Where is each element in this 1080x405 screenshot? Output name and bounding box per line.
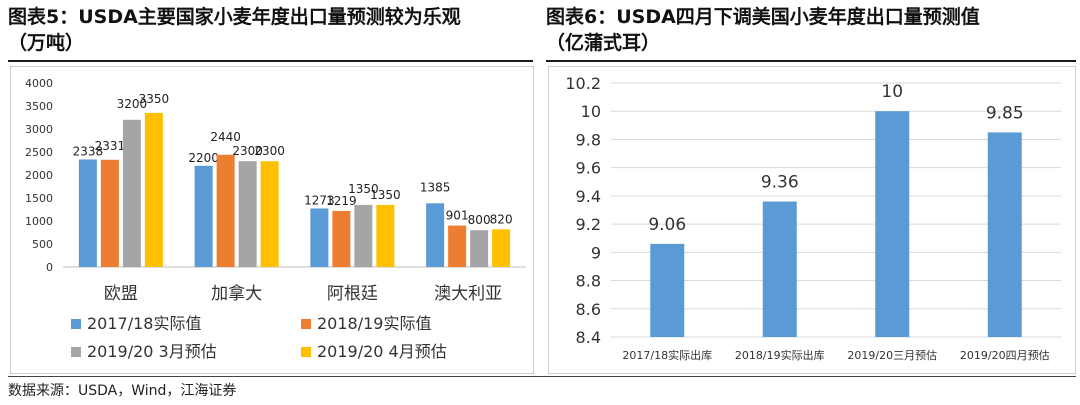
bar bbox=[260, 161, 279, 267]
right-chart-svg: 8.4 8.6 8.8 9 9.2 9.4 9.6 9.8 10 10.2 9.06 2017/18实… bbox=[565, 74, 1061, 362]
bar bbox=[310, 208, 329, 267]
y-tick-label: 10.2 bbox=[565, 74, 601, 93]
bar bbox=[194, 165, 213, 267]
right-chart-frame: 8.4 8.6 8.8 9 9.2 9.4 9.6 9.8 10 10.2 9.06 2017/18实… bbox=[548, 66, 1076, 374]
data-label: 1350 bbox=[370, 188, 401, 202]
y-tick-label: 9.2 bbox=[576, 215, 601, 234]
data-label: 1350 bbox=[348, 182, 379, 196]
legend-entry: 2017/18实际值 bbox=[87, 314, 201, 333]
category-label: 2019/20三月预估 bbox=[847, 349, 937, 362]
category-label: 2019/20四月预估 bbox=[960, 349, 1050, 362]
data-label: 901 bbox=[446, 209, 469, 223]
category-label: 阿根廷 bbox=[327, 284, 378, 304]
y-tick-label: 9.8 bbox=[576, 130, 601, 149]
right-chart-title-line1: 图表6：USDA四月下调美国小麦年度出口量预测值 bbox=[546, 6, 980, 28]
category-label: 澳大利亚 bbox=[434, 284, 502, 304]
left-title-rule bbox=[8, 60, 533, 62]
y-tick-label: 9.6 bbox=[576, 159, 601, 178]
legend-swatch bbox=[301, 319, 311, 329]
data-label: 9.85 bbox=[986, 103, 1024, 123]
data-label: 1219 bbox=[326, 194, 357, 208]
legend-swatch bbox=[71, 347, 81, 357]
bar bbox=[650, 243, 685, 337]
bar bbox=[762, 201, 797, 337]
y-tick-label: 500 bbox=[32, 238, 53, 251]
y-tick-label: 8.4 bbox=[576, 328, 601, 347]
y-tick-label: 1000 bbox=[25, 215, 53, 228]
bar bbox=[144, 112, 163, 268]
left-chart-frame: 0 500 1000 1500 2000 2500 3000 3500 4000 2338 2331… bbox=[10, 66, 534, 374]
bar bbox=[470, 230, 489, 267]
data-label: 9.06 bbox=[648, 215, 686, 235]
data-label: 3200 bbox=[117, 97, 148, 111]
data-label: 3350 bbox=[139, 92, 170, 106]
category-label: 2018/19实际出库 bbox=[735, 348, 825, 362]
category-label: 加拿大 bbox=[211, 283, 262, 304]
y-tick-label: 2500 bbox=[25, 146, 53, 159]
left-chart-title-line1: 图表5：USDA主要国家小麦年度出口量预测较为乐观 bbox=[8, 6, 461, 28]
y-tick-label: 10 bbox=[581, 102, 601, 121]
y-tick-label: 2000 bbox=[25, 169, 53, 182]
y-tick-label: 9 bbox=[591, 243, 601, 262]
left-chart-svg: 0 500 1000 1500 2000 2500 3000 3500 4000 23382331… bbox=[25, 77, 526, 361]
bar bbox=[376, 204, 395, 267]
bar bbox=[122, 119, 141, 267]
y-tick-label: 0 bbox=[46, 261, 53, 274]
y-tick-label: 1500 bbox=[25, 192, 53, 205]
bar bbox=[492, 229, 511, 267]
data-label: 9.36 bbox=[761, 173, 799, 193]
left-chart-title-line2: （万吨） bbox=[8, 32, 85, 54]
bar bbox=[78, 159, 97, 267]
y-tick-label: 8.6 bbox=[576, 300, 601, 319]
bar bbox=[216, 154, 235, 267]
legend-entry: 2019/20 3月预估 bbox=[87, 342, 217, 361]
y-tick-label: 9.4 bbox=[576, 187, 601, 206]
data-label: 1385 bbox=[420, 180, 451, 194]
data-label: 800 bbox=[468, 213, 491, 227]
category-label: 2017/18实际出库 bbox=[622, 348, 712, 362]
source-rule bbox=[8, 376, 1076, 377]
bar bbox=[875, 111, 910, 337]
legend-swatch bbox=[71, 319, 81, 329]
y-tick-label: 3000 bbox=[25, 123, 53, 136]
y-tick-label: 8.8 bbox=[576, 272, 601, 291]
bar bbox=[448, 225, 467, 267]
y-tick-label: 3500 bbox=[25, 100, 53, 113]
bar bbox=[426, 203, 445, 267]
data-label: 2440 bbox=[210, 130, 241, 144]
bar bbox=[987, 132, 1022, 337]
data-label: 10 bbox=[881, 82, 903, 102]
left-chart-title: 图表5：USDA主要国家小麦年度出口量预测较为乐观 （万吨） bbox=[8, 4, 528, 56]
bar bbox=[100, 159, 119, 267]
y-tick-label: 4000 bbox=[25, 77, 53, 90]
bar bbox=[354, 204, 373, 267]
data-label: 2331 bbox=[95, 139, 126, 153]
right-chart-title-line2: （亿蒲式耳） bbox=[546, 32, 661, 54]
data-label: 2300 bbox=[232, 144, 263, 158]
legend-entry: 2019/20 4月预估 bbox=[317, 342, 447, 361]
legend-swatch bbox=[301, 347, 311, 357]
right-chart-title: 图表6：USDA四月下调美国小麦年度出口量预测值 （亿蒲式耳） bbox=[546, 4, 1076, 56]
data-label: 1273 bbox=[304, 193, 335, 207]
right-title-rule bbox=[546, 60, 1076, 62]
data-label: 2338 bbox=[73, 144, 104, 158]
category-label: 欧盟 bbox=[104, 284, 138, 304]
bar bbox=[332, 210, 351, 267]
data-label: 2200 bbox=[188, 151, 219, 165]
data-label: 2300 bbox=[254, 144, 285, 158]
data-label: 820 bbox=[490, 212, 513, 226]
legend-entry: 2018/19实际值 bbox=[317, 314, 431, 333]
source-note: 数据来源：USDA，Wind，江海证券 bbox=[8, 383, 237, 399]
bar bbox=[238, 161, 257, 267]
